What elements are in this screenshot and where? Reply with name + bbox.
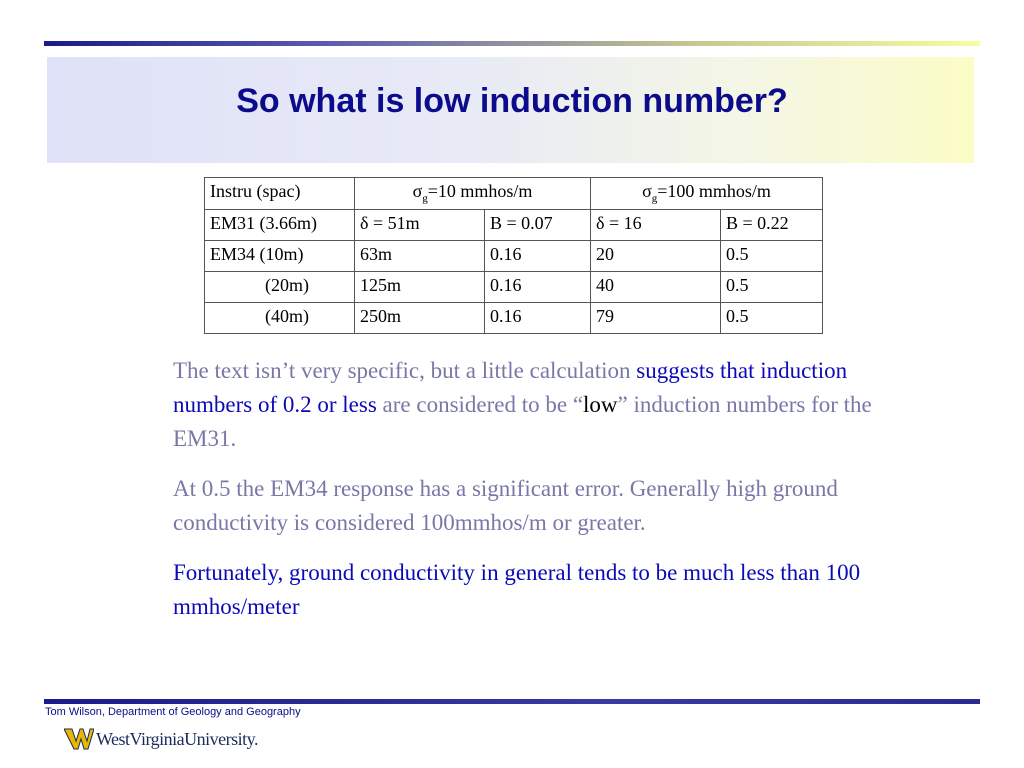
induction-number-table: Instru (spac) σg=10 mmhos/m σg=100 mmhos… (204, 177, 823, 334)
table-cell: (40m) (204, 301, 355, 334)
table-cell: 0.5 (720, 270, 823, 303)
table-header-row: Instru (spac) σg=10 mmhos/m σg=100 mmhos… (204, 177, 823, 210)
table-row: (40m) 250m 0.16 79 0.5 (204, 301, 823, 334)
table-row: EM34 (10m) 63m 0.16 20 0.5 (204, 239, 823, 272)
wvu-logo: WestVirginiaUniversity. (64, 724, 258, 754)
flying-wv-icon (64, 728, 94, 750)
table-cell: 250m (354, 301, 485, 334)
paragraph-em34-error: At 0.5 the EM34 response has a significa… (173, 476, 838, 535)
table-cell: B = 0.22 (720, 208, 823, 241)
table-cell: 125m (354, 270, 485, 303)
header-sigma-10: σg=10 mmhos/m (354, 177, 591, 210)
header-sigma-100: σg=100 mmhos/m (590, 177, 823, 210)
paragraph-calculation: The text isn’t very specific, but a litt… (173, 358, 872, 451)
header-instrument: Instru (spac) (204, 177, 355, 210)
table-cell: B = 0.07 (484, 208, 591, 241)
table-cell: EM31 (3.66m) (204, 208, 355, 241)
table-row: (20m) 125m 0.16 40 0.5 (204, 270, 823, 303)
table-cell: 0.16 (484, 239, 591, 272)
top-divider (44, 41, 980, 46)
body-text: The text isn’t very specific, but a litt… (173, 354, 873, 640)
table-cell: 79 (590, 301, 721, 334)
table-cell: δ = 16 (590, 208, 721, 241)
table-row: EM31 (3.66m) δ = 51m B = 0.07 δ = 16 B =… (204, 208, 823, 241)
table-cell: δ = 51m (354, 208, 485, 241)
paragraph-conclusion: Fortunately, ground conductivity in gene… (173, 560, 861, 619)
footer-credit: Tom Wilson, Department of Geology and Ge… (45, 706, 301, 718)
emphasis-low-threshold: suggests that induction numbers of 0.2 o… (173, 358, 848, 417)
table-cell: 0.16 (484, 301, 591, 334)
table-cell: 0.5 (720, 301, 823, 334)
emphasis-low: low (583, 392, 618, 417)
bottom-divider (44, 699, 980, 704)
title-background (47, 57, 974, 163)
slide-title: So what is low induction number? (236, 82, 788, 120)
logo-wordmark: WestVirginiaUniversity. (96, 728, 258, 749)
table-cell: EM34 (10m) (204, 239, 355, 272)
table-cell: 0.5 (720, 239, 823, 272)
table-cell: 63m (354, 239, 485, 272)
table-cell: (20m) (204, 270, 355, 303)
table-cell: 0.16 (484, 270, 591, 303)
table-cell: 40 (590, 270, 721, 303)
table-cell: 20 (590, 239, 721, 272)
